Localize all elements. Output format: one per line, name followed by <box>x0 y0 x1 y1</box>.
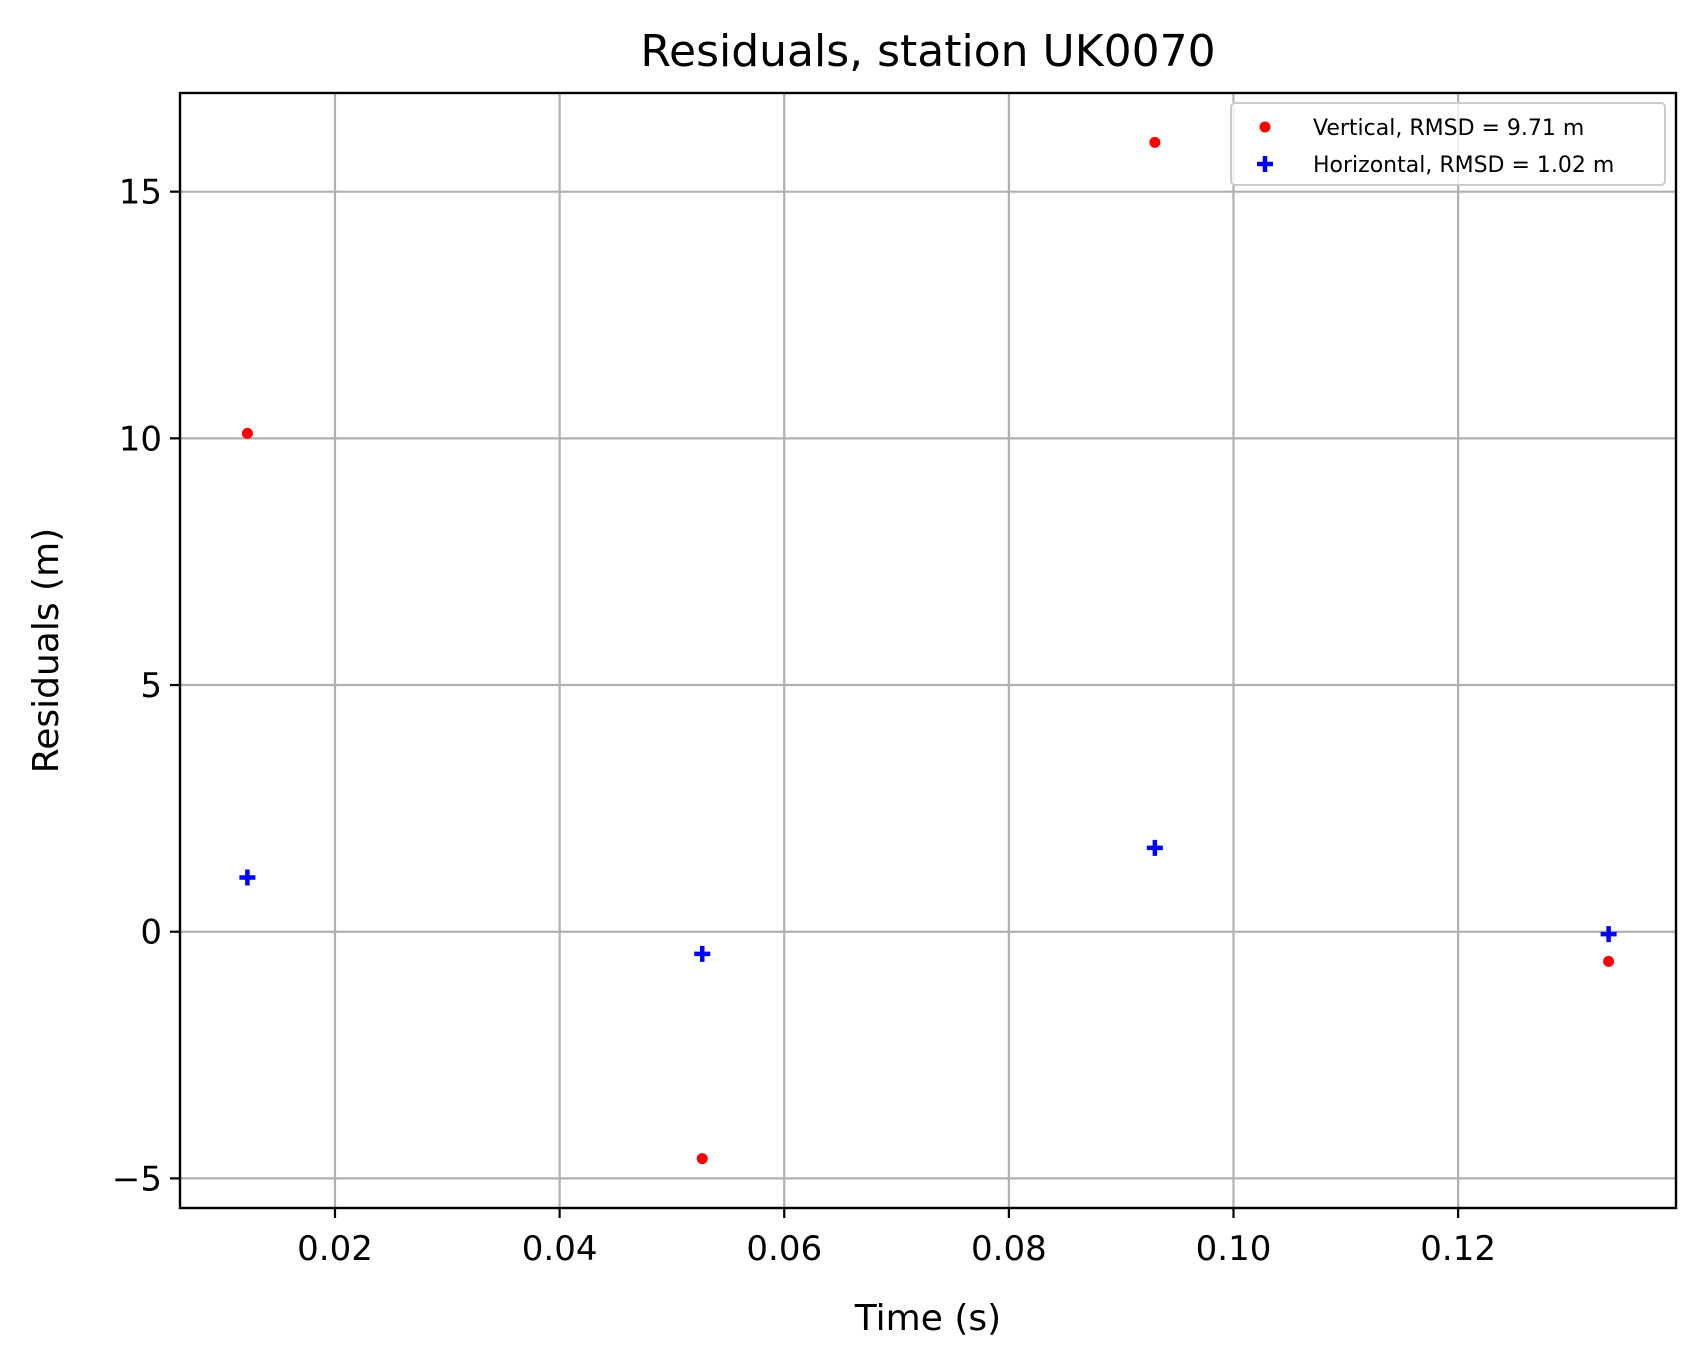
legend-marker <box>1257 156 1273 172</box>
legend-marker <box>1259 121 1271 133</box>
vertical-residual-point <box>241 427 253 439</box>
y-axis-label: Residuals (m) <box>26 528 67 773</box>
grid <box>180 93 1676 1208</box>
vertical-residual-point <box>696 1153 708 1165</box>
axis-ticks: 0.02 0.04 0.06 0.08 0.10 0.12 −5 0 5 10 15 <box>112 173 1496 1269</box>
plot-frame <box>178 91 1678 1210</box>
legend-entry-label: Horizontal, RMSD = 1.02 m <box>1313 153 1614 178</box>
vertical-residual-point <box>1149 136 1161 148</box>
y-tick-label: 15 <box>119 173 162 213</box>
x-axis-label: Time (s) <box>854 1298 1001 1339</box>
y-tick-label: −5 <box>112 1159 162 1199</box>
legend: Vertical, RMSD = 9.71 m Horizontal, RMSD … <box>1230 102 1666 186</box>
data-points <box>239 136 1617 1165</box>
x-tick-label: 0.12 <box>1420 1229 1496 1269</box>
x-tick-label: 0.06 <box>746 1229 822 1269</box>
chart-title: Residuals, station UK0070 <box>640 26 1215 77</box>
y-tick-label: 10 <box>119 419 162 459</box>
y-tick-label: 5 <box>140 666 162 706</box>
horizontal-residual-point <box>239 869 256 886</box>
x-tick-label: 0.08 <box>971 1229 1047 1269</box>
legend-box <box>1230 102 1666 186</box>
horizontal-residual-point <box>1146 839 1163 856</box>
vertical-residual-point <box>1603 955 1615 967</box>
legend-entry-label: Vertical, RMSD = 9.71 m <box>1313 116 1584 141</box>
y-tick-label: 0 <box>140 913 162 953</box>
x-tick-label: 0.02 <box>297 1229 373 1269</box>
horizontal-residual-point <box>694 945 711 962</box>
horizontal-residual-point <box>1600 926 1617 943</box>
x-tick-label: 0.04 <box>522 1229 598 1269</box>
x-tick-label: 0.10 <box>1196 1229 1272 1269</box>
